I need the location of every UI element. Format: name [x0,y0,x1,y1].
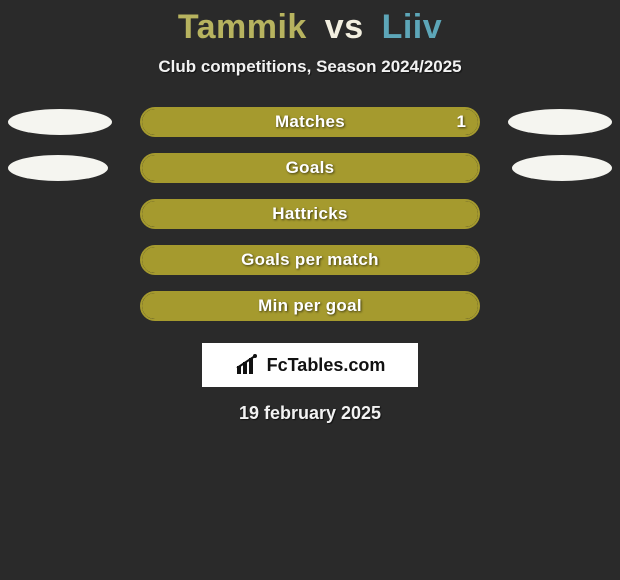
date-text: 19 february 2025 [0,403,620,424]
ellipse-left [8,109,112,135]
stat-bar-value: 1 [457,112,466,132]
brand-text: FcTables.com [267,355,386,376]
ellipse-right [508,109,612,135]
brand-box: FcTables.com [202,343,418,387]
stat-bar-fill [142,109,478,135]
ellipse-right [512,155,612,181]
title-player2: Liiv [382,8,443,46]
stat-bar: Goals [140,153,480,183]
stat-bar: Hattricks [140,199,480,229]
stat-bar: Goals per match [140,245,480,275]
stat-rows: Matches1 Goals Hattricks Goals per match Min… [0,107,620,321]
stat-bar-fill [142,293,478,319]
stat-row: Matches1 [0,107,620,137]
page-title: Tammik vs Liiv [0,0,620,47]
stat-bar: Min per goal [140,291,480,321]
stat-row: Goals per match [0,245,620,275]
title-player1: Tammik [178,8,307,46]
brand-chart-icon [235,354,261,376]
ellipse-left [8,155,108,181]
stat-bar: Matches1 [140,107,480,137]
stat-bar-fill [142,155,478,181]
title-vs: vs [325,8,364,46]
stat-row: Min per goal [0,291,620,321]
stat-row: Goals [0,153,620,183]
stat-bar-fill [142,201,478,227]
stat-row: Hattricks [0,199,620,229]
subtitle: Club competitions, Season 2024/2025 [0,57,620,77]
stat-bar-fill [142,247,478,273]
